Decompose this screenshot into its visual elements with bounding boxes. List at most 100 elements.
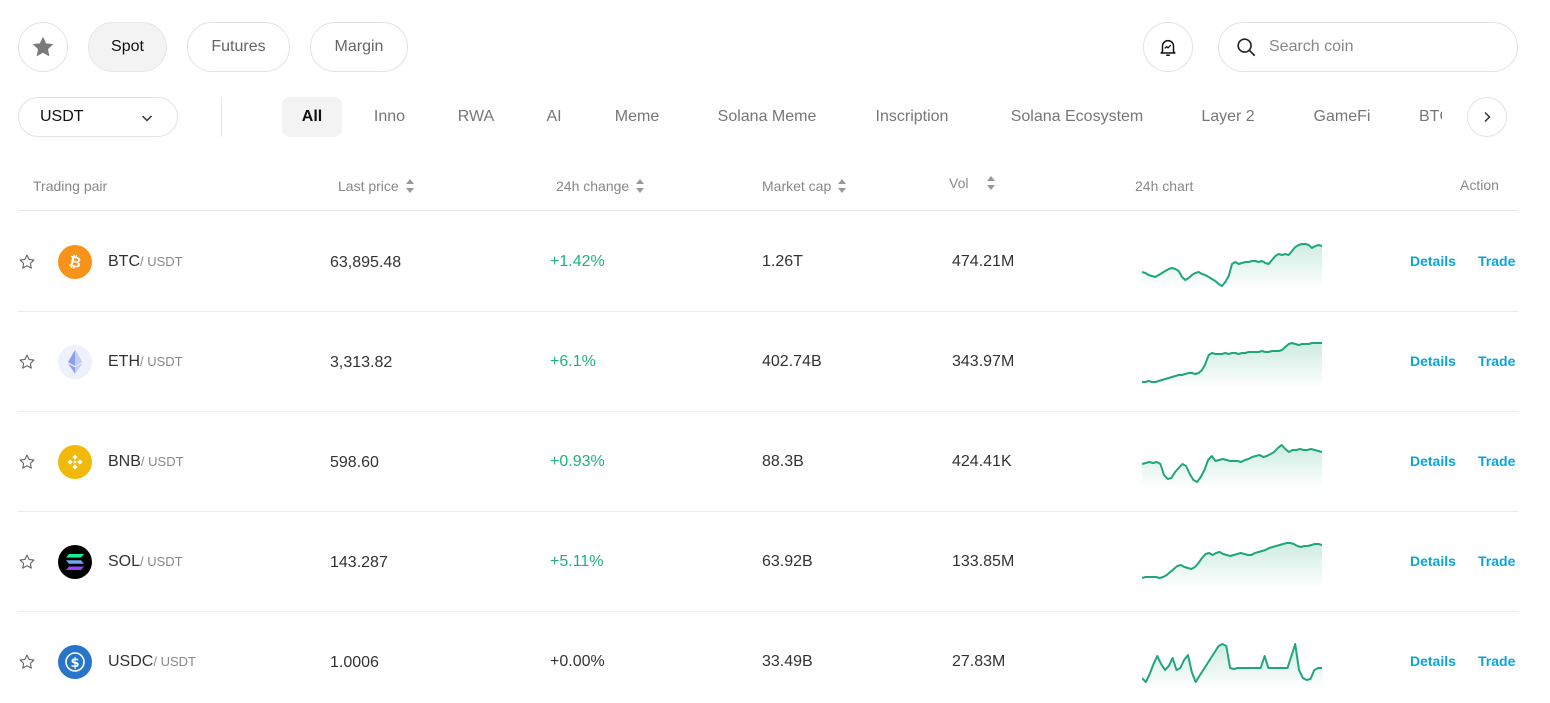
column-market-cap[interactable]: Market cap [762,178,847,194]
star-outline-icon[interactable] [18,353,36,371]
category-all[interactable]: All [282,97,342,137]
column-24h-change[interactable]: 24h change [556,178,645,194]
quote-symbol: / USDT [140,254,183,269]
chevron-down-icon [141,115,153,122]
usdc-icon: $ [58,645,92,679]
sparkline-line [1142,444,1322,483]
column-last-price[interactable]: Last price [338,178,415,194]
trade-link[interactable]: Trade [1478,553,1516,569]
category-layer-2[interactable]: Layer 2 [1201,108,1255,125]
volume: 133.85M [952,553,1015,570]
base-symbol: BTC [108,253,140,270]
trade-link[interactable]: Trade [1478,253,1516,269]
quote-symbol: / USDT [153,654,196,669]
category-meme[interactable]: Meme [614,108,660,125]
base-symbol: USDC [108,653,154,670]
star-outline-icon[interactable] [18,453,36,471]
market-header: Spot Futures Margin [18,22,1518,72]
quote-symbol: / USDT [140,454,184,469]
tab-spot[interactable]: Spot [88,22,167,72]
ethereum-icon [58,345,92,379]
last-price: 1.0006 [330,654,379,671]
details-link[interactable]: Details [1410,453,1456,469]
last-price: 598.60 [330,454,379,471]
trading-pair-link[interactable]: SOL/ USDT [108,553,183,571]
category-scroll-right-button[interactable] [1467,97,1507,137]
column-last-price-label: Last price [338,178,399,194]
category-tabs: All Inno RWA AI Meme Solana Meme Inscrip… [282,97,1442,137]
trade-link[interactable]: Trade [1478,453,1516,469]
category-inscription[interactable]: Inscription [875,108,949,125]
sparkline-chart [1142,243,1322,288]
change-24h: +1.42% [550,253,605,270]
star-outline-icon[interactable] [18,653,36,671]
tab-futures[interactable]: Futures [187,22,290,72]
market-cap: 63.92B [762,553,813,570]
details-link[interactable]: Details [1410,253,1456,269]
svg-text:$: $ [70,656,79,671]
table-row[interactable]: SOL/ USDT 143.287 +5.11% 63.92B 133.85M … [18,512,1518,612]
quote-currency-select[interactable]: USDT [18,97,178,137]
change-24h: +6.1% [550,353,596,370]
price-alert-button[interactable] [1143,22,1193,72]
table-row[interactable]: ETH/ USDT 3,313.82 +6.1% 402.74B 343.97M… [18,312,1518,412]
sparkline-line [1142,542,1322,579]
column-24h-chart: 24h chart [1135,178,1194,194]
column-market-cap-label: Market cap [762,178,832,194]
trade-link[interactable]: Trade [1478,353,1516,369]
quote-symbol: / USDT [140,554,183,569]
category-inno[interactable]: Inno [373,108,406,125]
trading-pair-link[interactable]: BNB/ USDT [108,453,184,471]
category-gamefi[interactable]: GameFi [1313,108,1371,125]
column-vol[interactable]: Vol [949,175,996,191]
favorites-button[interactable] [18,22,68,72]
last-price: 143.287 [330,554,388,571]
category-rwa[interactable]: RWA [457,108,495,125]
category-solana-meme[interactable]: Solana Meme [717,108,817,125]
column-action: Action [1460,177,1499,193]
sparkline-area [1142,543,1322,588]
quote-currency-value: USDT [40,108,84,125]
details-link[interactable]: Details [1410,653,1456,669]
search-input[interactable] [1269,38,1489,56]
sort-icon [636,179,645,193]
table-row[interactable]: ₿ BTC/ USDT 63,895.48 +1.42% 1.26T 474.2… [18,212,1518,312]
star-outline-icon[interactable] [18,253,36,271]
star-icon [32,36,54,57]
sparkline-line [1142,342,1322,383]
sparkline-area [1142,644,1322,688]
change-24h: +0.00% [550,653,605,670]
market-cap: 88.3B [762,453,804,470]
category-ai[interactable]: AI [546,108,562,125]
category-solana-ecosystem[interactable]: Solana Ecosystem [1010,108,1144,125]
base-symbol: ETH [108,353,140,370]
category-btc[interactable]: BTC [1419,108,1442,125]
last-price: 3,313.82 [330,354,393,371]
bell-icon [1160,39,1176,56]
trading-pair-link[interactable]: BTC/ USDT [108,253,183,271]
trading-pair-link[interactable]: ETH/ USDT [108,353,183,371]
quote-symbol: / USDT [140,354,183,369]
details-link[interactable]: Details [1410,553,1456,569]
table-row[interactable]: $ USDC/ USDT 1.0006 +0.00% 33.49B 27.83M… [18,612,1518,703]
table-header: Trading pair Last price 24h change Marke… [18,166,1518,211]
trade-link[interactable]: Trade [1478,653,1516,669]
table-row[interactable]: BNB/ USDT 598.60 +0.93% 88.3B 424.41K De… [18,412,1518,512]
volume: 424.41K [952,453,1012,470]
column-trading-pair: Trading pair [33,178,108,194]
column-24h-change-label: 24h change [556,178,630,194]
sort-icon [987,176,996,190]
details-link[interactable]: Details [1410,353,1456,369]
base-symbol: BNB [108,453,141,470]
base-symbol: SOL [108,553,141,570]
star-outline-icon[interactable] [18,553,36,571]
sparkline-area [1142,343,1322,388]
sort-icon [838,179,847,193]
change-24h: +5.11% [550,553,604,570]
trading-pair-link[interactable]: USDC/ USDT [108,653,196,671]
tab-margin[interactable]: Margin [310,22,408,72]
sparkline-chart [1142,342,1322,388]
search-box[interactable] [1218,22,1518,72]
market-cap: 402.74B [762,353,822,370]
volume: 27.83M [952,653,1006,670]
